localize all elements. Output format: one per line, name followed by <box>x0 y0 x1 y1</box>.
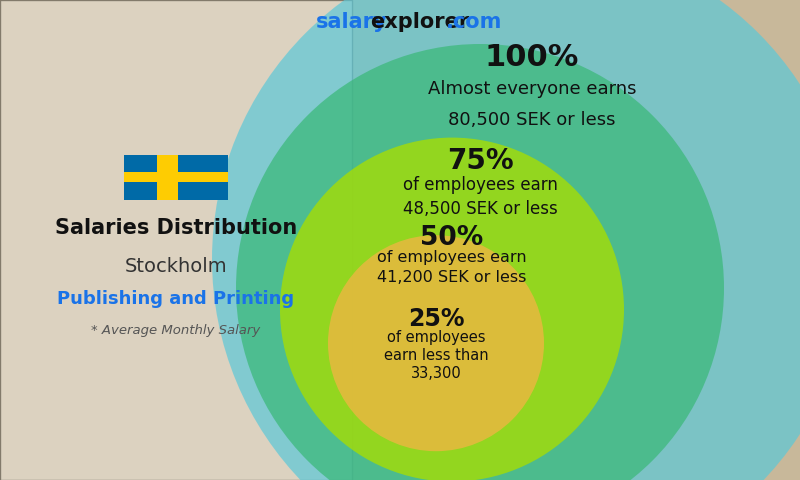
Text: Publishing and Printing: Publishing and Printing <box>58 290 294 308</box>
Text: of employees earn: of employees earn <box>377 250 527 265</box>
Bar <box>158 155 178 201</box>
Text: salary: salary <box>316 12 388 32</box>
Text: Almost everyone earns: Almost everyone earns <box>428 80 636 98</box>
FancyBboxPatch shape <box>0 0 352 480</box>
Text: 75%: 75% <box>446 147 514 175</box>
Ellipse shape <box>236 44 724 480</box>
Text: 25%: 25% <box>408 307 464 331</box>
Text: .com: .com <box>446 12 502 32</box>
Text: 48,500 SEK or less: 48,500 SEK or less <box>402 200 558 218</box>
Ellipse shape <box>212 0 800 480</box>
Text: 50%: 50% <box>420 225 484 251</box>
Text: of employees earn: of employees earn <box>402 176 558 194</box>
Text: Stockholm: Stockholm <box>125 257 227 276</box>
Text: * Average Monthly Salary: * Average Monthly Salary <box>91 324 261 337</box>
Text: Salaries Distribution: Salaries Distribution <box>55 218 297 239</box>
Text: of employees: of employees <box>386 330 486 345</box>
Text: 33,300: 33,300 <box>410 366 462 382</box>
Bar <box>124 155 228 201</box>
Text: explorer: explorer <box>370 12 470 32</box>
Text: earn less than: earn less than <box>384 348 488 363</box>
Text: 41,200 SEK or less: 41,200 SEK or less <box>378 270 526 286</box>
Text: 100%: 100% <box>485 43 579 72</box>
Ellipse shape <box>328 235 544 451</box>
Ellipse shape <box>280 138 624 480</box>
Text: 80,500 SEK or less: 80,500 SEK or less <box>448 111 616 129</box>
Bar <box>124 172 228 182</box>
